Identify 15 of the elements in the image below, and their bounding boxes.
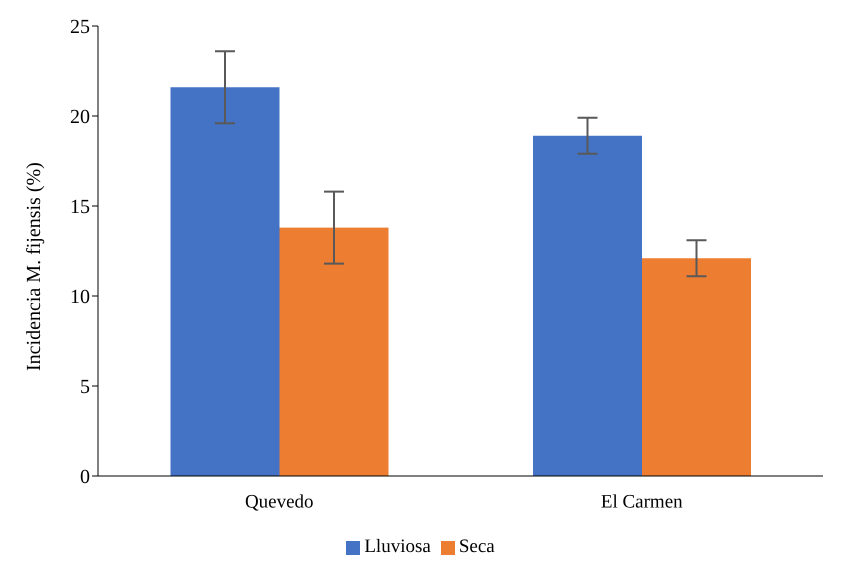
y-tick-label: 15	[70, 196, 90, 218]
y-tick-label: 20	[70, 106, 90, 128]
y-axis-title: Incidencia M. fijensis (%)	[23, 162, 46, 371]
x-tick-label: El Carmen	[600, 491, 684, 512]
bar	[170, 87, 280, 476]
bar	[533, 136, 642, 476]
y-tick-label: 0	[80, 466, 90, 488]
bar	[642, 258, 751, 476]
legend-label: Lluviosa	[364, 536, 431, 557]
y-tick-label: 10	[70, 286, 90, 308]
y-tick-label: 25	[70, 16, 90, 38]
x-tick-label: Quevedo	[244, 491, 314, 512]
y-tick-label: 5	[80, 376, 90, 398]
legend-label: Seca	[458, 536, 495, 557]
bar	[280, 228, 388, 476]
